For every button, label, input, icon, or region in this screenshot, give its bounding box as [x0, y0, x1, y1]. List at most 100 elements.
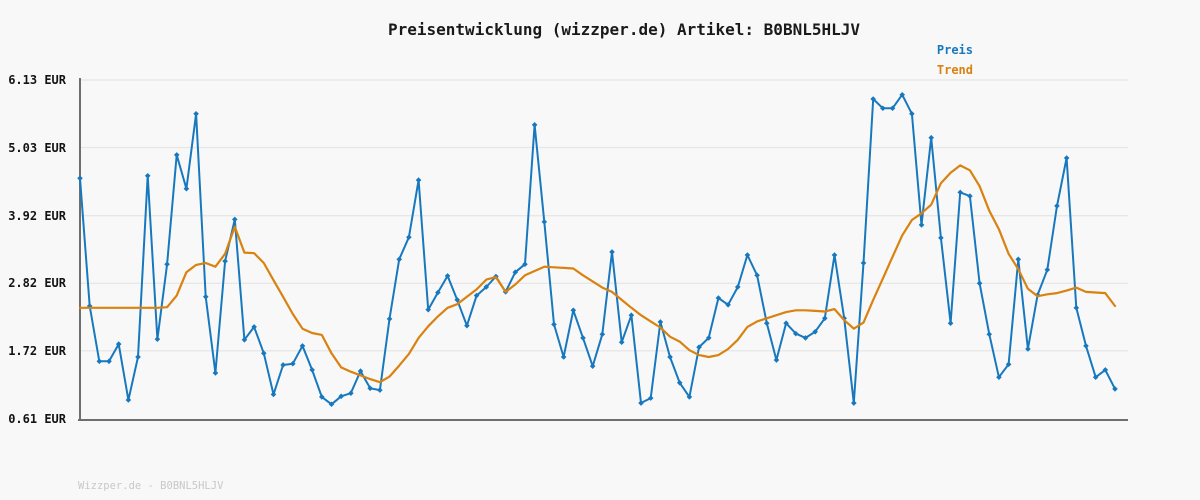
price-point [860, 260, 867, 266]
price-point [125, 397, 132, 403]
price-point [154, 336, 161, 342]
price-point [773, 357, 780, 363]
price-point [638, 400, 644, 406]
price-point [1005, 361, 1012, 368]
price-point [744, 252, 751, 258]
price-point [164, 261, 170, 268]
price-point [880, 105, 886, 112]
y-axis: 6.13 EUR 5.03 EUR 3.92 EUR 2.82 EUR 1.72 EUR… [0, 0, 66, 500]
price-point [1054, 203, 1060, 209]
price-point [251, 324, 257, 330]
price-point [386, 316, 393, 322]
price-point [889, 105, 896, 112]
price-point [647, 395, 654, 401]
price-point [812, 328, 818, 335]
price-point [763, 320, 770, 326]
price-point [173, 152, 180, 158]
trend-line [78, 164, 1117, 384]
y-tick-label: 5.03 EUR [8, 140, 66, 155]
price-point [609, 249, 615, 255]
price-point [802, 335, 809, 341]
y-tick-label: 0.61 EUR [8, 412, 66, 426]
price-point [212, 370, 219, 376]
price-point [628, 312, 635, 319]
price-point [928, 134, 935, 141]
price-point [348, 390, 354, 397]
price-point [522, 261, 528, 268]
price-point [483, 284, 490, 290]
price-point [831, 252, 838, 258]
price-point [454, 297, 461, 303]
price-point [464, 322, 470, 329]
price-point [725, 301, 731, 308]
price-point [734, 284, 741, 290]
price-point [425, 306, 432, 313]
price-point [144, 173, 151, 179]
price-point [260, 350, 267, 357]
price-point [106, 358, 112, 365]
price-point [444, 273, 451, 279]
price-point [1092, 374, 1099, 381]
price-point [115, 341, 122, 347]
chart-title: Preisentwicklung (wizzper.de) Artikel: B… [387, 20, 861, 39]
price-point [1083, 343, 1089, 349]
price-point [367, 385, 373, 392]
legend-item-trend: Trend [936, 63, 973, 77]
price-point [406, 234, 412, 241]
price-point [222, 258, 228, 264]
price-point [899, 91, 905, 98]
price-point [183, 185, 190, 192]
price-point [938, 235, 944, 241]
price-point [657, 319, 664, 325]
legend: Preis Trend [937, 40, 973, 80]
price-point [599, 331, 606, 338]
price-point [1063, 155, 1070, 161]
price-point [473, 292, 480, 299]
price-point [1025, 346, 1031, 352]
price-point [1044, 266, 1051, 273]
price-point [560, 354, 567, 360]
price-point [957, 189, 964, 196]
legend-item-preis: Preis [936, 43, 973, 57]
price-point [202, 293, 209, 300]
price-point [135, 354, 141, 360]
price-point [551, 321, 557, 328]
price-point [686, 394, 693, 400]
price-point [77, 175, 83, 182]
price-point [377, 387, 383, 393]
y-tick-label: 1.72 EUR [8, 343, 66, 358]
price-point [1015, 256, 1022, 263]
price-point [231, 216, 238, 223]
price-point [792, 330, 799, 337]
price-point [338, 393, 344, 400]
price-point [667, 354, 673, 360]
price-point [570, 307, 577, 314]
price-point [531, 122, 538, 128]
price-point [696, 344, 702, 350]
price-point [580, 335, 586, 341]
y-tick-label: 6.13 EUR [8, 73, 66, 87]
price-point [589, 363, 596, 369]
price-point [947, 320, 954, 326]
price-point [705, 335, 712, 341]
price-point [193, 110, 199, 117]
price-point [676, 379, 683, 386]
price-point [967, 193, 973, 199]
price-point [618, 339, 625, 346]
price-point [1102, 367, 1109, 373]
price-point [1112, 386, 1118, 392]
price-point [396, 256, 403, 263]
price-point [986, 331, 993, 338]
price-point [415, 177, 422, 183]
price-point [822, 315, 828, 322]
price-point [909, 110, 915, 117]
price-point [870, 96, 876, 102]
price-point [715, 295, 722, 301]
price-point [754, 272, 760, 279]
price-line [79, 93, 1116, 406]
price-point [299, 343, 306, 349]
price-point [270, 391, 277, 398]
price-point [541, 219, 548, 225]
